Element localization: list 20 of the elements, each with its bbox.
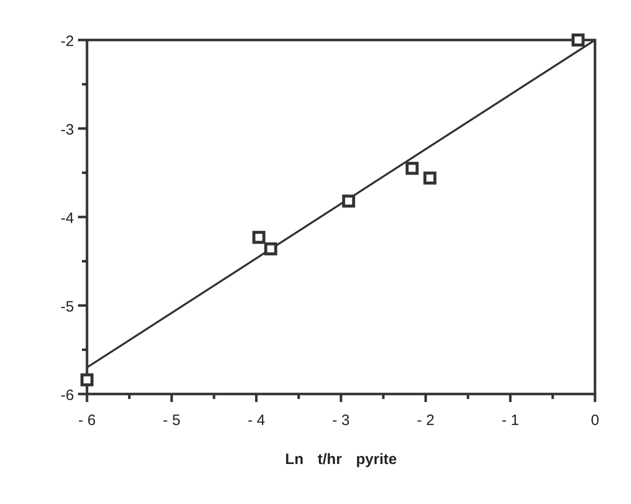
x-axis-title: Ln t/hr pyrite: [285, 451, 397, 468]
y-tick-label: -5: [60, 298, 74, 316]
x-tick-label: - 5: [162, 412, 180, 429]
x-tick-label: - 1: [502, 412, 520, 429]
y-tick-label: -4: [60, 210, 74, 227]
point: [572, 34, 585, 46]
y-tick-label: -3: [60, 122, 74, 138]
point: [80, 373, 94, 386]
x-tick-label: - 4: [248, 412, 266, 429]
x-tick-label: - 6: [78, 412, 96, 429]
point: [342, 194, 356, 208]
y-tick-label: -2: [60, 33, 74, 50]
y-tick-label: -6: [60, 387, 74, 404]
point: [406, 162, 419, 175]
point: [264, 242, 278, 256]
x-tick-label: 0: [590, 412, 600, 429]
point: [252, 230, 266, 244]
x-tick-label: - 3: [332, 412, 350, 429]
x-tick-label: - 2: [416, 412, 434, 429]
point: [423, 172, 436, 185]
